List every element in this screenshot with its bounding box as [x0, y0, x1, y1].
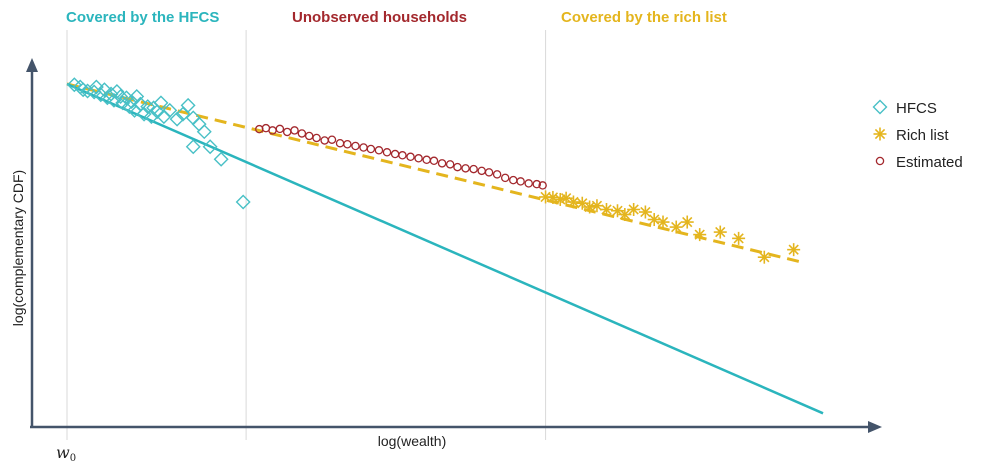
hfcs-point-16	[124, 94, 140, 110]
hfcs-point-37	[235, 194, 251, 210]
rich-list-point-8	[599, 203, 613, 216]
rich-list-point-13	[647, 213, 661, 227]
data-markers	[66, 77, 801, 264]
region-separators	[66, 30, 547, 440]
hfcs-point-10	[106, 92, 122, 108]
estimated-point-18	[390, 149, 400, 159]
estimated-point-6	[297, 129, 307, 138]
estimated-point-17	[382, 148, 392, 157]
rich-list-point-11	[627, 203, 641, 216]
estimated-point-14	[359, 143, 368, 152]
legend-marker-rich-list	[873, 127, 887, 141]
series-rich-list	[539, 190, 801, 264]
estimated-point-21	[414, 154, 423, 163]
estimated-point-3	[275, 124, 285, 134]
estimated-point-5	[290, 126, 299, 135]
estimated-point-24	[437, 159, 447, 168]
hfcs-point-30	[180, 97, 196, 113]
estimated-point-34	[516, 177, 525, 186]
x-axis-arrow	[868, 421, 882, 433]
estimated-point-22	[422, 155, 431, 165]
fit-lines	[66, 82, 824, 415]
region-label-hfcs: Covered by the HFCS	[66, 9, 219, 26]
hfcs-point-35	[202, 139, 218, 155]
rich-list-point-15	[669, 220, 683, 234]
rich-list-point-4	[566, 195, 580, 209]
estimated-point-11	[335, 138, 345, 148]
fit-line-dashed	[66, 82, 802, 264]
estimated-point-35	[524, 179, 533, 188]
rich-list-point-20	[757, 250, 771, 264]
rich-list-point-19	[732, 231, 746, 245]
estimated-point-31	[492, 170, 502, 179]
rich-list-point-17	[693, 228, 707, 242]
hfcs-point-12	[113, 89, 129, 105]
x-axis-label: log(wealth)	[378, 433, 446, 449]
rich-list-point-7	[590, 199, 604, 213]
estimated-point-37	[538, 181, 547, 190]
estimated-point-13	[351, 141, 360, 151]
hfcs-point-13	[115, 95, 131, 111]
y-axis-arrow	[26, 58, 38, 72]
estimated-point-10	[327, 135, 337, 144]
rich-list-point-16	[680, 215, 694, 229]
hfcs-point-28	[169, 111, 185, 127]
hfcs-point-34	[185, 139, 201, 155]
rich-list-point-10	[618, 208, 632, 222]
estimated-point-30	[484, 168, 494, 177]
rich-list-point-18	[713, 225, 727, 239]
legend-label-hfcs: HFCS	[896, 100, 937, 117]
estimated-point-25	[445, 160, 455, 169]
estimated-point-15	[366, 144, 376, 154]
estimated-point-36	[532, 179, 542, 189]
x-origin-label: w0	[56, 443, 76, 462]
hfcs-point-9	[103, 86, 119, 102]
legend-label-rich-list: Rich list	[896, 127, 949, 144]
region-label-rich-list: Covered by the rich list	[561, 9, 727, 26]
hfcs-point-33	[196, 124, 212, 140]
estimated-point-23	[429, 156, 439, 166]
legend: HFCS Rich list Estimated	[872, 99, 963, 171]
estimated-point-4	[282, 127, 292, 137]
estimated-point-26	[453, 162, 462, 172]
legend-label-estimated: Estimated	[896, 154, 963, 171]
estimated-point-8	[312, 133, 321, 143]
rich-list-point-12	[638, 205, 652, 219]
hfcs-point-7	[96, 82, 112, 98]
estimated-point-19	[398, 151, 407, 160]
fit-line-solid	[66, 82, 824, 415]
hfcs-point-32	[191, 116, 207, 132]
hfcs-point-22	[143, 109, 159, 125]
estimated-point-20	[406, 152, 415, 162]
legend-marker-estimated	[875, 156, 885, 166]
hfcs-point-18	[129, 89, 145, 105]
hfcs-point-27	[162, 102, 178, 118]
hfcs-point-11	[109, 84, 125, 100]
estimated-point-16	[374, 146, 384, 155]
rich-list-point-14	[656, 215, 670, 229]
region-label-unobserved: Unobserved households	[292, 9, 467, 26]
estimated-point-33	[509, 175, 518, 185]
legend-marker-hfcs	[872, 99, 888, 115]
estimated-point-27	[461, 164, 470, 173]
series-estimated	[255, 123, 547, 190]
hfcs-point-2	[75, 82, 91, 98]
hfcs-point-25	[153, 95, 169, 111]
series-hfcs	[66, 77, 251, 210]
estimated-point-9	[320, 136, 329, 145]
estimated-point-29	[477, 166, 486, 176]
y-axis-label: log(complementary CDF)	[10, 170, 26, 326]
rich-list-point-21	[787, 243, 801, 257]
estimated-point-28	[469, 164, 478, 174]
estimated-point-32	[500, 173, 510, 183]
estimated-point-12	[343, 139, 352, 149]
estimated-point-7	[304, 131, 314, 141]
hfcs-point-36	[213, 151, 229, 167]
